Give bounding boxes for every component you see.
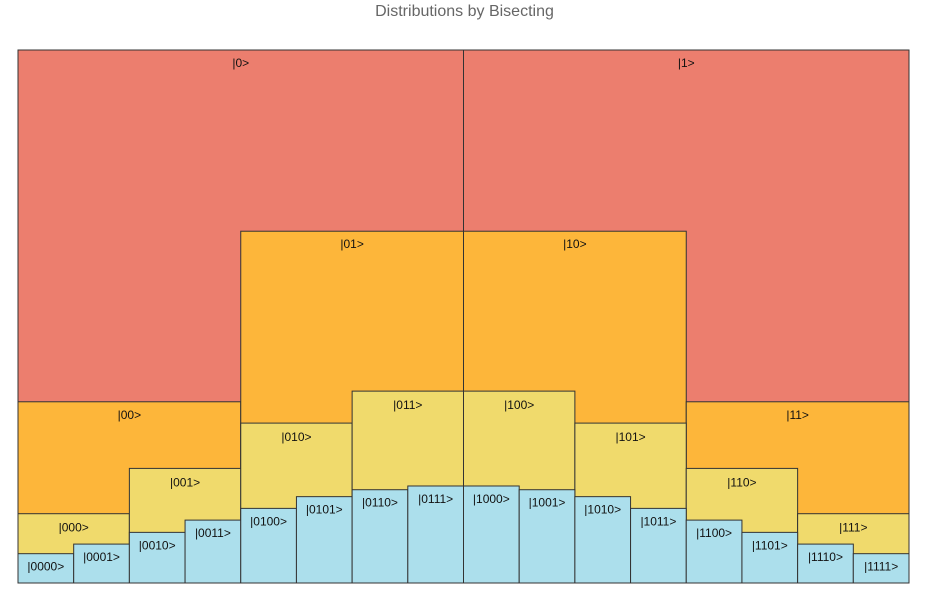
state-label-0100: |0100> xyxy=(250,514,287,528)
state-box-0100 xyxy=(240,507,297,584)
state-label-00: |00> xyxy=(118,408,141,422)
state-label-1100: |1100> xyxy=(696,526,732,540)
state-label-001: |001> xyxy=(170,475,200,489)
state-label-010: |010> xyxy=(281,430,311,444)
state-label-1101: |1101> xyxy=(752,538,788,552)
state-label-0110: |0110> xyxy=(362,496,398,510)
state-label-1010: |1010> xyxy=(584,503,621,517)
state-box-0111 xyxy=(407,485,464,584)
state-label-01: |01> xyxy=(340,237,363,251)
state-label-10: |10> xyxy=(563,237,586,251)
state-label-0001: |0001> xyxy=(83,550,120,564)
state-label-000: |000> xyxy=(59,521,89,535)
state-label-0011: |0011> xyxy=(195,526,231,540)
state-label-1110: |1110> xyxy=(808,550,843,564)
state-box-1010 xyxy=(574,496,632,584)
state-label-0010: |0010> xyxy=(139,538,176,552)
state-box-1111 xyxy=(852,553,910,584)
state-box-0110 xyxy=(351,489,409,584)
state-label-0111: |0111> xyxy=(418,492,453,506)
state-box-0101 xyxy=(295,496,353,584)
chart-title: Distributions by Bisecting xyxy=(375,3,554,20)
state-label-1: |1> xyxy=(678,56,695,70)
state-box-0011 xyxy=(184,519,242,584)
state-box-1110 xyxy=(797,543,854,584)
plot-area: |0> |1> |00> |01> |10> |11> |000> |001> |010> |01… xyxy=(17,49,910,584)
state-label-1111: |1111> xyxy=(864,560,898,574)
state-box-0010 xyxy=(128,531,186,584)
state-box-0001 xyxy=(73,543,130,584)
state-label-0000: |0000> xyxy=(27,560,64,574)
state-box-1100 xyxy=(685,519,743,584)
state-label-011: |011> xyxy=(393,398,422,412)
state-box-1000 xyxy=(463,485,520,584)
state-label-0: |0> xyxy=(232,56,249,70)
state-label-11: |11> xyxy=(786,408,809,422)
state-label-111: |111> xyxy=(839,521,867,535)
state-label-110: |110> xyxy=(727,475,756,489)
state-label-1000: |1000> xyxy=(473,492,510,506)
state-label-0101: |0101> xyxy=(306,503,343,517)
state-label-1011: |1011> xyxy=(640,514,676,528)
state-label-1001: |1001> xyxy=(529,496,566,510)
state-label-101: |101> xyxy=(615,430,645,444)
state-box-1101 xyxy=(741,531,799,584)
state-label-100: |100> xyxy=(504,398,534,412)
